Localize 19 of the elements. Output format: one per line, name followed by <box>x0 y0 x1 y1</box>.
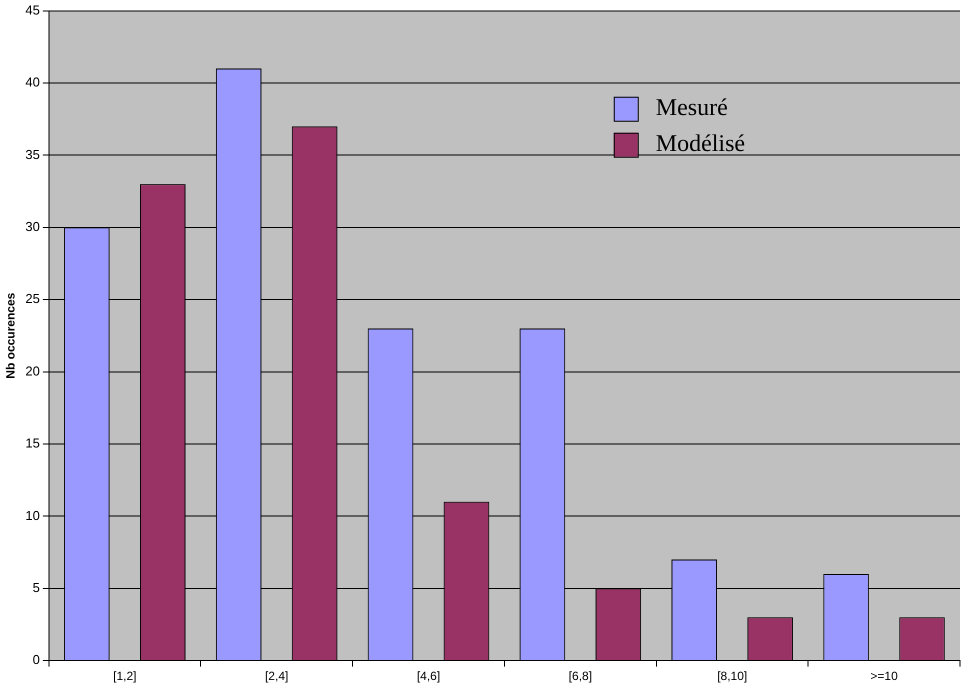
x-tick-label: [1,2] <box>113 669 136 684</box>
x-tick-label: [4,6] <box>416 669 440 684</box>
y-tick-label: 20 <box>25 363 40 378</box>
x-tick-label: [8,10] <box>717 669 748 684</box>
legend-label: Modélisé <box>656 131 746 158</box>
y-tick-label: 10 <box>25 508 40 523</box>
y-axis-title: Nb occurences <box>4 292 18 379</box>
y-tick-label: 15 <box>25 436 40 451</box>
x-tick-label: [6,8] <box>568 669 592 684</box>
legend-label: Mesuré <box>656 95 728 122</box>
x-tick-label: >=10 <box>870 669 898 684</box>
y-tick-label: 25 <box>25 291 40 306</box>
y-tick-label: 40 <box>25 74 40 90</box>
y-tick-label: 35 <box>25 146 40 162</box>
y-tick-label: 30 <box>25 218 40 234</box>
y-tick-label: 45 <box>25 2 40 18</box>
y-tick-label: 5 <box>32 580 40 595</box>
y-tick-label: 0 <box>32 652 40 668</box>
x-tick-label: [2,4] <box>264 669 288 684</box>
